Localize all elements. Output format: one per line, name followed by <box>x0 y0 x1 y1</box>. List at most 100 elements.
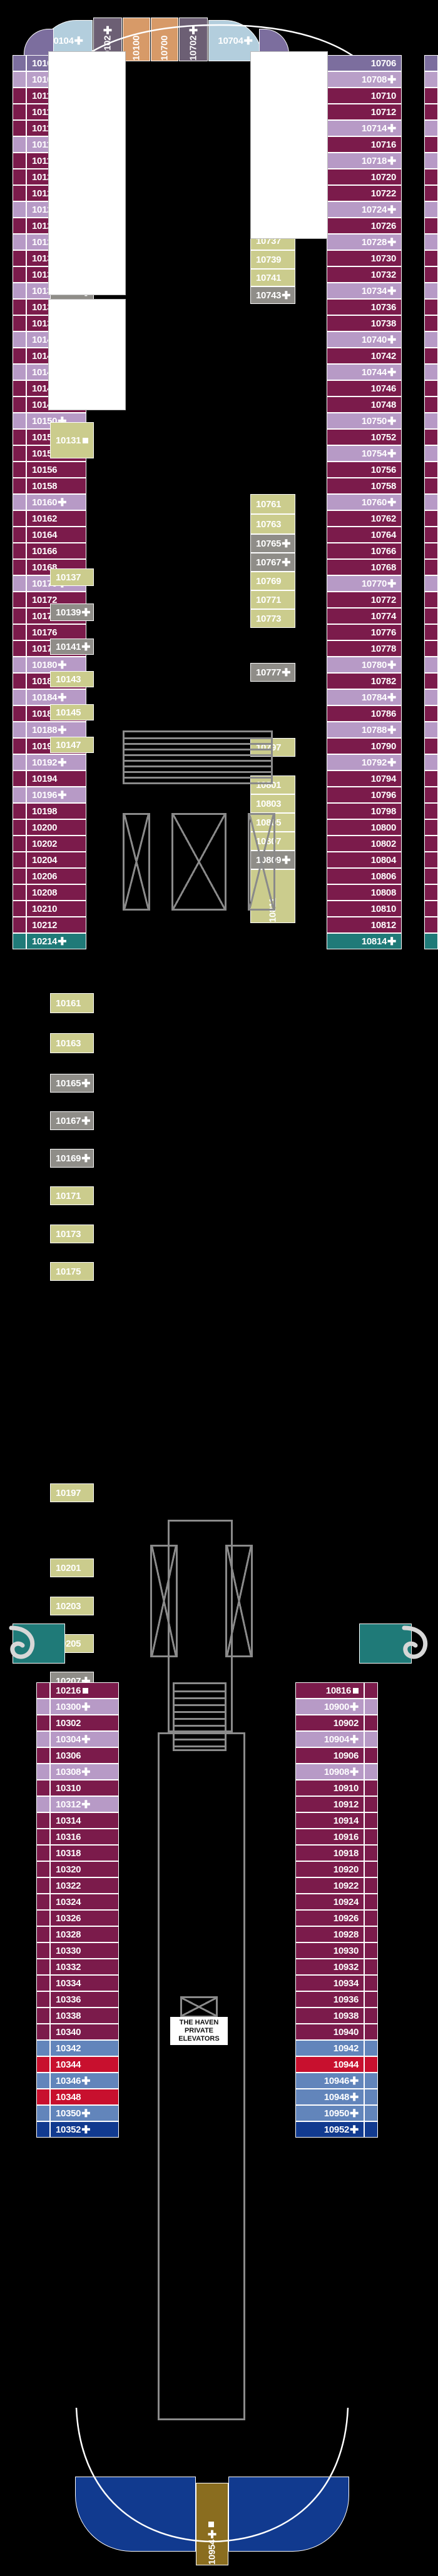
cabin-10790[interactable]: 10790 <box>327 738 402 754</box>
cabin-10922[interactable]: 10922 <box>295 1877 364 1894</box>
cabin-10804[interactable]: 10804 <box>327 852 402 868</box>
cabin-10139[interactable]: 10139 ✚ <box>50 604 94 621</box>
cabin-10768[interactable]: 10768 <box>327 559 402 575</box>
cabin-10728[interactable]: 10728 ✚ <box>327 234 402 250</box>
cabin-10306[interactable]: 10306 <box>50 1747 119 1764</box>
cabin-10706[interactable]: 10706 <box>327 55 402 71</box>
cabin-10162[interactable]: 10162 <box>26 510 86 527</box>
cabin-10350[interactable]: 10350 ✚ <box>50 2105 119 2121</box>
cabin-10918[interactable]: 10918 <box>295 1845 364 1861</box>
cabin-10147[interactable]: 10147 <box>50 737 94 753</box>
cabin-10763[interactable]: 10763 <box>250 514 295 534</box>
cabin-10810[interactable]: 10810 <box>327 901 402 917</box>
cabin-10777[interactable]: 10777 ✚ <box>250 663 295 682</box>
cabin-10206[interactable]: 10206 <box>26 868 86 884</box>
cabin-10169[interactable]: 10169 ✚ <box>50 1149 94 1168</box>
cabin-10158[interactable]: 10158 <box>26 478 86 494</box>
cabin-10200[interactable]: 10200 <box>26 819 86 836</box>
cabin-10743[interactable]: 10743 ✚ <box>250 286 295 304</box>
cabin-10312[interactable]: 10312 ✚ <box>50 1796 119 1812</box>
cabin-10171[interactable]: 10171 <box>50 1186 94 1205</box>
cabin-10910[interactable]: 10910 <box>295 1780 364 1796</box>
cabin-10710[interactable]: 10710 <box>327 88 402 104</box>
cabin-10322[interactable]: 10322 <box>50 1877 119 1894</box>
cabin-10716[interactable]: 10716 <box>327 136 402 153</box>
cabin-10165[interactable]: 10165 ✚ <box>50 1074 94 1093</box>
cabin-10744[interactable]: 10744 ✚ <box>327 364 402 380</box>
cabin-10145[interactable]: 10145 <box>50 704 94 720</box>
cabin-10920[interactable]: 10920 <box>295 1861 364 1877</box>
cabin-10304[interactable]: 10304 ✚ <box>50 1731 119 1747</box>
cabin-10216[interactable]: 10216 <box>50 1682 119 1699</box>
cabin-10770[interactable]: 10770 ✚ <box>327 575 402 592</box>
cabin-10732[interactable]: 10732 <box>327 266 402 283</box>
cabin-10741[interactable]: 10741 <box>250 269 295 286</box>
cabin-10772[interactable]: 10772 <box>327 592 402 608</box>
cabin-10214[interactable]: 10214 ✚ <box>26 933 86 949</box>
cabin-10803[interactable]: 10803 <box>250 794 295 813</box>
cabin-10302[interactable]: 10302 <box>50 1715 119 1731</box>
cabin-10730[interactable]: 10730 <box>327 250 402 266</box>
cabin-10175[interactable]: 10175 <box>50 1262 94 1281</box>
cabin-10914[interactable]: 10914 <box>295 1812 364 1829</box>
cabin-10712[interactable]: 10712 <box>327 104 402 120</box>
cabin-10782[interactable]: 10782 <box>327 673 402 689</box>
cabin-10326[interactable]: 10326 <box>50 1910 119 1926</box>
cabin-10346[interactable]: 10346 ✚ <box>50 2073 119 2089</box>
cabin-10156[interactable]: 10156 <box>26 462 86 478</box>
cabin-10932[interactable]: 10932 <box>295 1959 364 1975</box>
cabin-10946[interactable]: 10946 ✚ <box>295 2073 364 2089</box>
cabin-10161[interactable]: 10161 <box>50 993 94 1013</box>
cabin-10930[interactable]: 10930 <box>295 1942 364 1959</box>
cabin-10756[interactable]: 10756 <box>327 462 402 478</box>
cabin-10816[interactable]: 10816 <box>295 1682 364 1699</box>
cabin-10936[interactable]: 10936 <box>295 1991 364 2008</box>
cabin-10942[interactable]: 10942 <box>295 2040 364 2056</box>
cabin-10212[interactable]: 10212 <box>26 917 86 933</box>
cabin-10300[interactable]: 10300 ✚ <box>50 1699 119 1715</box>
cabin-10137[interactable]: 10137 <box>50 568 94 586</box>
cabin-10143[interactable]: 10143 <box>50 671 94 687</box>
cabin-10338[interactable]: 10338 <box>50 2008 119 2024</box>
cabin-10766[interactable]: 10766 <box>327 543 402 559</box>
cabin-10334[interactable]: 10334 <box>50 1975 119 1991</box>
cabin-10336[interactable]: 10336 <box>50 1991 119 2008</box>
cabin-10761[interactable]: 10761 <box>250 494 295 514</box>
cabin-10180[interactable]: 10180 ✚ <box>26 657 86 673</box>
cabin-10352[interactable]: 10352 ✚ <box>50 2121 119 2138</box>
cabin-10708[interactable]: 10708 ✚ <box>327 71 402 88</box>
cabin-10926[interactable]: 10926 <box>295 1910 364 1926</box>
cabin-10773[interactable]: 10773 <box>250 609 295 628</box>
cabin-10734[interactable]: 10734 ✚ <box>327 283 402 299</box>
cabin-10188[interactable]: 10188 ✚ <box>26 722 86 738</box>
cabin-10160[interactable]: 10160 ✚ <box>26 494 86 510</box>
cabin-10797[interactable]: 10797 <box>250 738 295 757</box>
cabin-10752[interactable]: 10752 <box>327 429 402 445</box>
cabin-10167[interactable]: 10167 ✚ <box>50 1111 94 1130</box>
cabin-10771[interactable]: 10771 <box>250 590 295 609</box>
cabin-10340[interactable]: 10340 <box>50 2024 119 2040</box>
cabin-10197[interactable]: 10197 <box>50 1483 94 1502</box>
cabin-10952[interactable]: 10952 ✚ <box>295 2121 364 2138</box>
cabin-10173[interactable]: 10173 <box>50 1225 94 1243</box>
cabin-10739[interactable]: 10739 <box>250 250 295 269</box>
cabin-10348[interactable]: 10348 <box>50 2089 119 2105</box>
cabin-10324[interactable]: 10324 <box>50 1894 119 1910</box>
cabin-10330[interactable]: 10330 <box>50 1942 119 1959</box>
cabin-10944[interactable]: 10944 <box>295 2056 364 2073</box>
cabin-10163[interactable]: 10163 <box>50 1033 94 1053</box>
cabin-10724[interactable]: 10724 ✚ <box>327 201 402 218</box>
cabin-10780[interactable]: 10780 ✚ <box>327 657 402 673</box>
cabin-10176[interactable]: 10176 <box>26 624 86 640</box>
cabin-10796[interactable]: 10796 <box>327 787 402 803</box>
cabin-10196[interactable]: 10196 ✚ <box>26 787 86 803</box>
cabin-10762[interactable]: 10762 <box>327 510 402 527</box>
cabin-10794[interactable]: 10794 <box>327 770 402 787</box>
cabin-10774[interactable]: 10774 <box>327 608 402 624</box>
cabin-10208[interactable]: 10208 <box>26 884 86 901</box>
cabin-10328[interactable]: 10328 <box>50 1926 119 1942</box>
cabin-10750[interactable]: 10750 ✚ <box>327 413 402 429</box>
cabin-10141[interactable]: 10141 ✚ <box>50 639 94 655</box>
cabin-10184[interactable]: 10184 ✚ <box>26 689 86 705</box>
cabin-10912[interactable]: 10912 <box>295 1796 364 1812</box>
